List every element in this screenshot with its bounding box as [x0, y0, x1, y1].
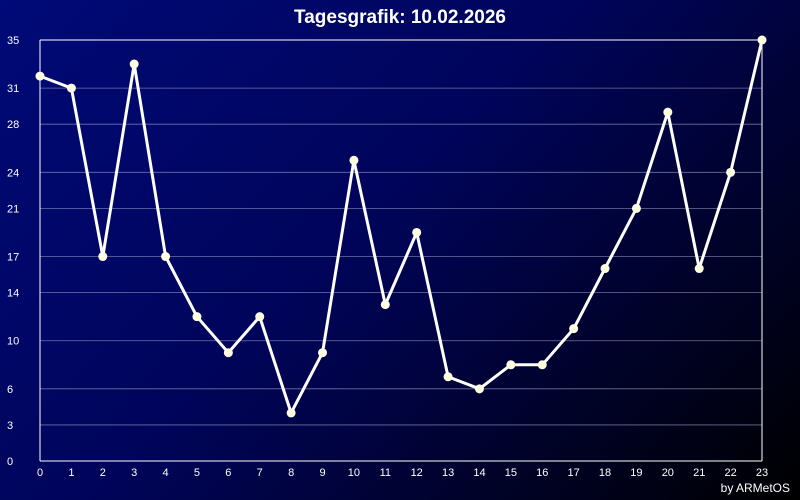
- data-point: [600, 264, 610, 274]
- data-point: [694, 264, 704, 274]
- x-tick-label: 2: [100, 467, 106, 479]
- y-tick-label: 3: [7, 420, 13, 432]
- x-tick-label: 14: [473, 467, 485, 479]
- x-tick-label: 6: [225, 467, 231, 479]
- data-point: [443, 372, 453, 382]
- x-tick-label: 10: [348, 467, 360, 479]
- data-point: [474, 384, 484, 394]
- data-point: [255, 312, 265, 322]
- x-tick-label: 11: [380, 467, 391, 479]
- y-tick-label: 35: [7, 35, 19, 47]
- data-point: [192, 312, 202, 322]
- x-tick-label: 22: [724, 467, 736, 479]
- y-tick-label: 17: [7, 252, 19, 264]
- x-tick-label: 15: [505, 467, 517, 479]
- data-point: [98, 252, 108, 262]
- data-point: [129, 59, 139, 69]
- y-tick-label: 14: [7, 288, 19, 300]
- data-point: [223, 348, 233, 358]
- x-tick-label: 19: [630, 467, 642, 479]
- y-tick-label: 24: [7, 167, 19, 179]
- y-tick-label: 21: [7, 203, 19, 215]
- y-tick-label: 31: [7, 83, 19, 95]
- data-point: [663, 107, 673, 117]
- data-point: [35, 71, 45, 81]
- x-tick-label: 7: [257, 467, 263, 479]
- x-tick-label: 21: [693, 467, 705, 479]
- data-point: [318, 348, 328, 358]
- y-tick-labels: 0 3 6 10 14 17 21 24 28 31 35: [7, 35, 19, 468]
- x-tick-label: 1: [68, 467, 74, 479]
- series: [35, 35, 767, 418]
- grid-lines: [40, 39, 762, 426]
- data-point: [161, 252, 171, 262]
- x-tick-label: 18: [599, 467, 611, 479]
- data-point: [412, 227, 422, 237]
- data-point: [66, 83, 76, 93]
- data-point: [286, 408, 296, 418]
- data-point: [726, 167, 736, 177]
- chart-title: Tagesgrafik: 10.02.2026: [294, 7, 506, 28]
- x-tick-label: 16: [536, 467, 548, 479]
- data-point: [569, 324, 579, 334]
- x-tick-label: 9: [319, 467, 325, 479]
- x-tick-label: 8: [288, 467, 294, 479]
- data-point: [757, 35, 767, 45]
- x-tick-label: 13: [442, 467, 454, 479]
- y-tick-label: 0: [7, 456, 13, 468]
- data-point: [349, 155, 359, 165]
- x-tick-label: 4: [163, 467, 169, 479]
- x-tick-label: 23: [756, 467, 768, 479]
- x-tick-labels: 0 1 2 3 4 5 6 7 8 9 10 11 12 13 14 15 16 17 18 19 20 21 22 23: [37, 467, 768, 479]
- data-point: [506, 360, 516, 370]
- y-tick-label: 28: [7, 119, 19, 131]
- x-tick-label: 3: [131, 467, 137, 479]
- data-point: [631, 203, 641, 213]
- y-tick-label: 6: [7, 384, 13, 396]
- data-point: [380, 300, 390, 310]
- chart-credit: by ARMetOS: [721, 481, 790, 495]
- data-point: [537, 360, 547, 370]
- x-tick-label: 12: [411, 467, 423, 479]
- series-line: [39, 39, 764, 415]
- x-tick-label: 20: [662, 467, 674, 479]
- y-tick-label: 10: [7, 336, 19, 348]
- x-tick-label: 5: [194, 467, 200, 479]
- x-tick-label: 0: [37, 467, 43, 479]
- x-tick-label: 17: [568, 467, 580, 479]
- axes: [39, 39, 763, 462]
